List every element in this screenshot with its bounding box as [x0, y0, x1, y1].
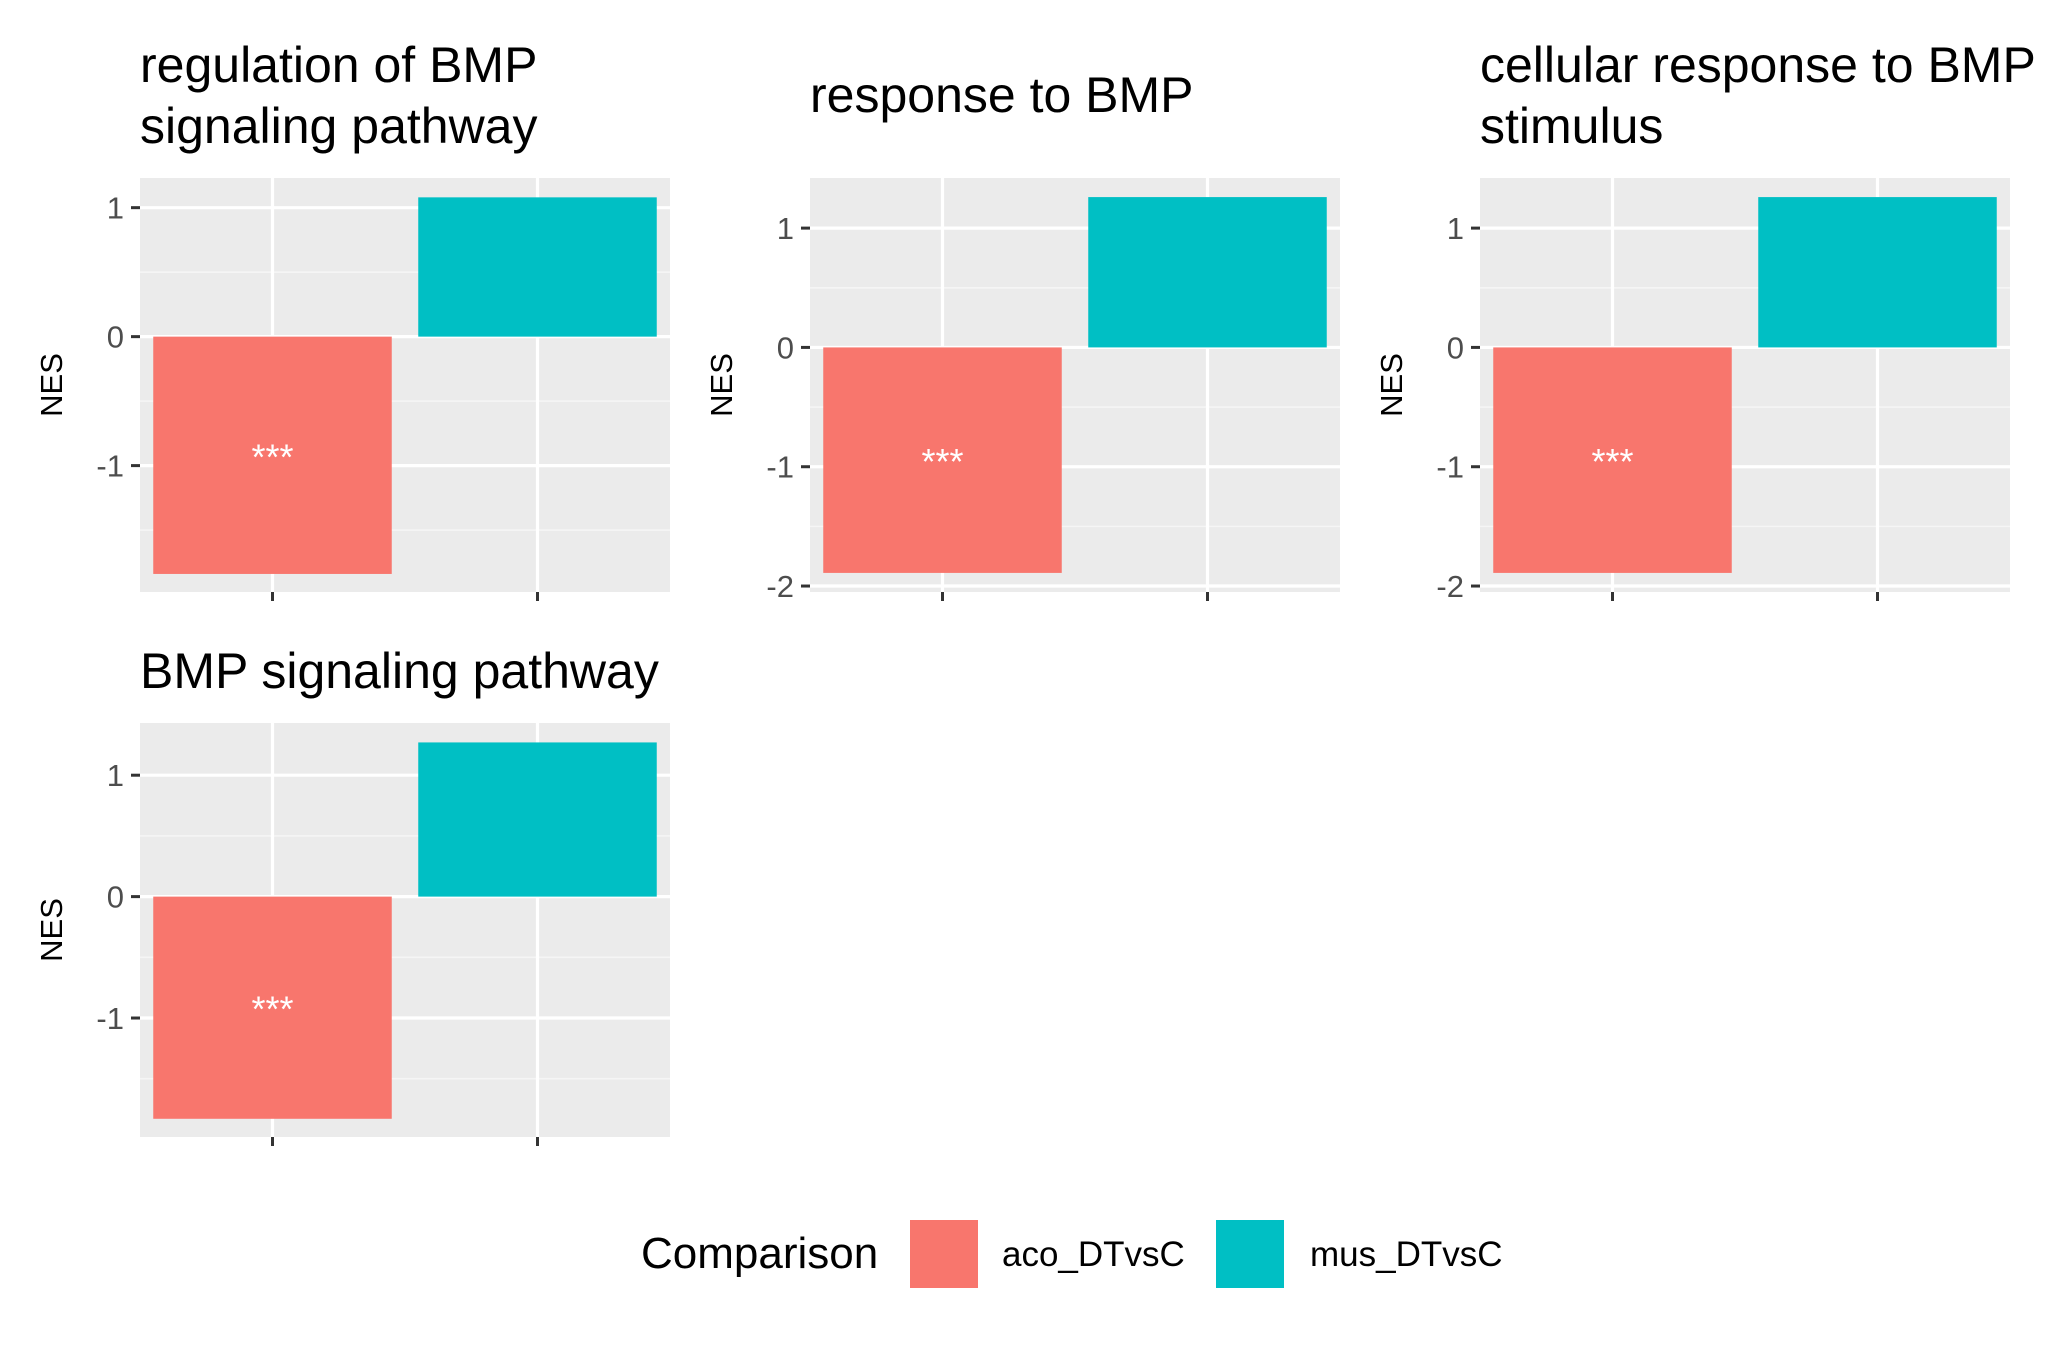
- bar-aco_DTvsC: [153, 896, 392, 1119]
- y-tick-label: -1: [1436, 450, 1464, 485]
- y-tick-label: -2: [766, 569, 794, 604]
- y-tick-label: 1: [1447, 211, 1464, 246]
- y-tick-label: 1: [777, 211, 794, 246]
- y-axis-title: NES: [34, 353, 69, 417]
- y-axis-title: NES: [1374, 353, 1409, 417]
- y-tick-label: -1: [96, 1001, 124, 1036]
- y-tick-label: -1: [96, 449, 124, 484]
- chart-panel-2: response to BMP *** 1 0 -1 -2 NES: [704, 67, 1340, 604]
- legend-key-aco: [910, 1220, 978, 1288]
- y-tick-label: 0: [1447, 330, 1464, 365]
- y-tick-label: 1: [107, 191, 124, 226]
- panel-title-line: regulation of BMP: [140, 37, 537, 93]
- y-axis-title: NES: [34, 898, 69, 962]
- panel-title-line: cellular response to BMP: [1480, 37, 2036, 93]
- y-tick-label: -2: [1436, 569, 1464, 604]
- legend-label-mus: mus_DTvsC: [1310, 1235, 1503, 1274]
- bar-aco_DTvsC: [153, 336, 392, 574]
- y-tick-label: 1: [107, 758, 124, 793]
- legend-key-mus: [1216, 1220, 1284, 1288]
- y-tick-label: 0: [107, 320, 124, 355]
- y-tick-label: 0: [107, 880, 124, 915]
- bar-aco_DTvsC: [1493, 347, 1732, 573]
- panel-title-line: signaling pathway: [140, 98, 538, 154]
- panel-title-line: stimulus: [1480, 98, 1663, 154]
- significance-label: ***: [251, 989, 293, 1030]
- significance-label: ***: [921, 441, 963, 482]
- chart-panel-4: BMP signaling pathway *** 1 0 -1 NES: [34, 643, 670, 1146]
- significance-label: ***: [251, 436, 293, 477]
- legend-label-aco: aco_DTvsC: [1002, 1235, 1185, 1274]
- bar-mus_DTvsC: [418, 742, 657, 897]
- bar-mus_DTvsC: [1088, 197, 1327, 348]
- bar-aco_DTvsC: [823, 347, 1062, 573]
- panel-title-line: response to BMP: [810, 67, 1194, 123]
- bar-mus_DTvsC: [1758, 197, 1997, 348]
- y-tick-label: 0: [777, 330, 794, 365]
- legend: Comparison aco_DTvsC mus_DTvsC: [641, 1220, 1503, 1288]
- bar-mus_DTvsC: [418, 197, 657, 337]
- panel-title-line: BMP signaling pathway: [140, 643, 659, 699]
- significance-label: ***: [1591, 441, 1633, 482]
- y-tick-label: -1: [766, 450, 794, 485]
- y-axis-title: NES: [704, 353, 739, 417]
- legend-title: Comparison: [641, 1229, 878, 1278]
